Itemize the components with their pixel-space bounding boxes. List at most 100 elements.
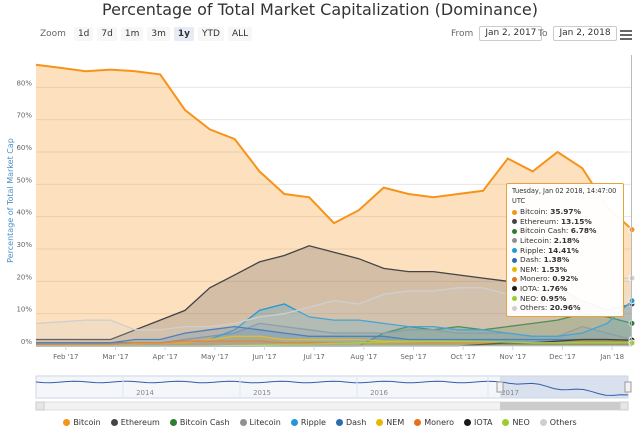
tooltip-dot [512,296,517,302]
legend-label: Ethereum [120,418,160,427]
to-label: To [538,28,548,39]
tooltip-dot [512,248,517,254]
x-tick-label: Dec '17 [549,353,576,361]
tooltip-dot [512,219,517,225]
legend-label: Dash [345,418,367,427]
hamburger-menu-icon[interactable] [620,28,632,42]
legend-dot [464,419,472,426]
legend-item-ethereum[interactable]: Ethereum [110,418,160,427]
legend-label: Bitcoin [73,418,101,427]
legend-item-ripple[interactable]: Ripple [290,418,326,427]
series-area-litecoin [36,323,632,346]
legend-item-neo[interactable]: NEO [502,418,530,427]
legend-dot [239,419,247,426]
tooltip-label: Ripple: [520,245,549,255]
y-tick-label: 30% [16,241,32,249]
zoom-button-1m[interactable]: 1m [120,27,144,41]
legend-label: Ripple [300,418,326,427]
tooltip-value: 20.96% [549,303,581,313]
from-date-input[interactable]: Jan 2, 2017 [479,26,543,41]
tooltip-value: 13.15% [560,216,592,226]
tooltip-row: NEM: 1.53% [512,265,618,275]
tooltip-label: Bitcoin Cash: [520,226,571,236]
navigator-year-label: 2015 [253,389,271,397]
legend-item-bitcoin-cash[interactable]: Bitcoin Cash [169,418,230,427]
tooltip-value: 2.18% [553,235,580,245]
scrollbar-thumb [500,402,620,410]
x-tick-label: Sep '17 [400,353,426,361]
tooltip-dot [512,209,517,215]
tooltip-label: NEO: [520,293,541,303]
x-tick-label: Jan '18 [599,353,624,361]
zoom-controls: Zoom 1d 7d 1m 3m 1y YTD ALL [40,27,253,41]
series-area-others [36,278,632,346]
y-tick-label: 70% [16,112,32,120]
legend-dot [290,419,298,426]
tooltip-value: 6.78% [570,226,597,236]
tooltip-label: Ethereum: [520,216,561,226]
y-tick-label: 80% [16,79,32,87]
tooltip-row: Others: 20.96% [512,303,618,313]
legend-label: Bitcoin Cash [179,418,230,427]
legend-dot [502,419,510,426]
to-date-input[interactable]: Jan 2, 2018 [553,26,617,41]
legend-item-monero[interactable]: Monero [414,418,454,427]
from-label: From [451,28,474,39]
navigator-selection [500,376,628,398]
zoom-button-3m[interactable]: 3m [147,27,170,41]
zoom-button-ytd[interactable]: YTD [198,27,224,41]
tooltip-label: Litecoin: [520,235,554,245]
legend-dot [63,419,71,426]
series-area-bitcoin [36,64,632,346]
zoom-label: Zoom [40,29,66,39]
y-axis-label: Percentage of Total Market Cap [6,138,15,263]
zoom-button-all[interactable]: ALL [227,27,253,41]
tooltip-value: 1.53% [541,264,568,274]
tooltip-row: Bitcoin: 35.97% [512,207,618,217]
series-line-bitcoin [35,63,633,231]
legend-dot [335,419,343,426]
navigator-year-label: 2016 [370,389,388,397]
navigator-handle-left [496,381,504,393]
tooltip-row: Dash: 1.38% [512,255,618,265]
navigator-handle-right [624,381,632,393]
zoom-button-1y[interactable]: 1y [173,27,194,41]
tooltip-dot [512,286,517,292]
tooltip-dot [512,257,517,263]
tooltip-value: 14.41% [548,245,579,255]
legend-dot [110,419,118,426]
navigator-line [35,380,629,396]
x-tick-label: Jun '17 [251,353,276,361]
tooltip-row: Ripple: 14.41% [512,246,618,256]
date-range-from: From Jan 2, 2017 [451,26,543,41]
tooltip-label: Dash: [520,255,544,265]
legend-dot [539,419,547,426]
legend-item-dash[interactable]: Dash [335,418,367,427]
tooltip-row: Ethereum: 13.15% [512,217,618,227]
legend-item-nem[interactable]: NEM [376,418,404,427]
series-line-dash [36,325,633,344]
tooltip-value: 0.95% [540,293,567,303]
legend-item-iota[interactable]: IOTA [464,418,492,427]
legend: Bitcoin Ethereum Bitcoin Cash Litecoin Rippl… [0,418,640,427]
tooltip-label: IOTA: [520,283,542,293]
zoom-button-1d[interactable]: 1d [73,27,94,41]
date-range-to: To Jan 2, 2018 [538,26,617,41]
y-tick-label: 0% [21,338,32,346]
zoom-button-7d[interactable]: 7d [97,27,117,41]
legend-label: NEO [512,418,530,427]
tooltip-row: Litecoin: 2.18% [512,236,618,246]
legend-item-litecoin[interactable]: Litecoin [239,418,281,427]
legend-item-bitcoin[interactable]: Bitcoin [63,418,101,427]
x-tick-label: Jul '17 [302,353,325,361]
scrollbar-right-button [619,401,629,411]
tooltip-row: NEO: 0.95% [512,294,618,304]
tooltip: Tuesday, Jan 02 2018, 14:47:00 UTC Bitco… [506,183,624,317]
y-tick-label: 60% [16,144,32,152]
tooltip-label: Bitcoin: [520,207,551,217]
tooltip-dot [512,238,517,244]
tooltip-value: 1.38% [543,255,570,265]
tooltip-dot [512,276,517,282]
legend-item-others[interactable]: Others [539,418,577,427]
